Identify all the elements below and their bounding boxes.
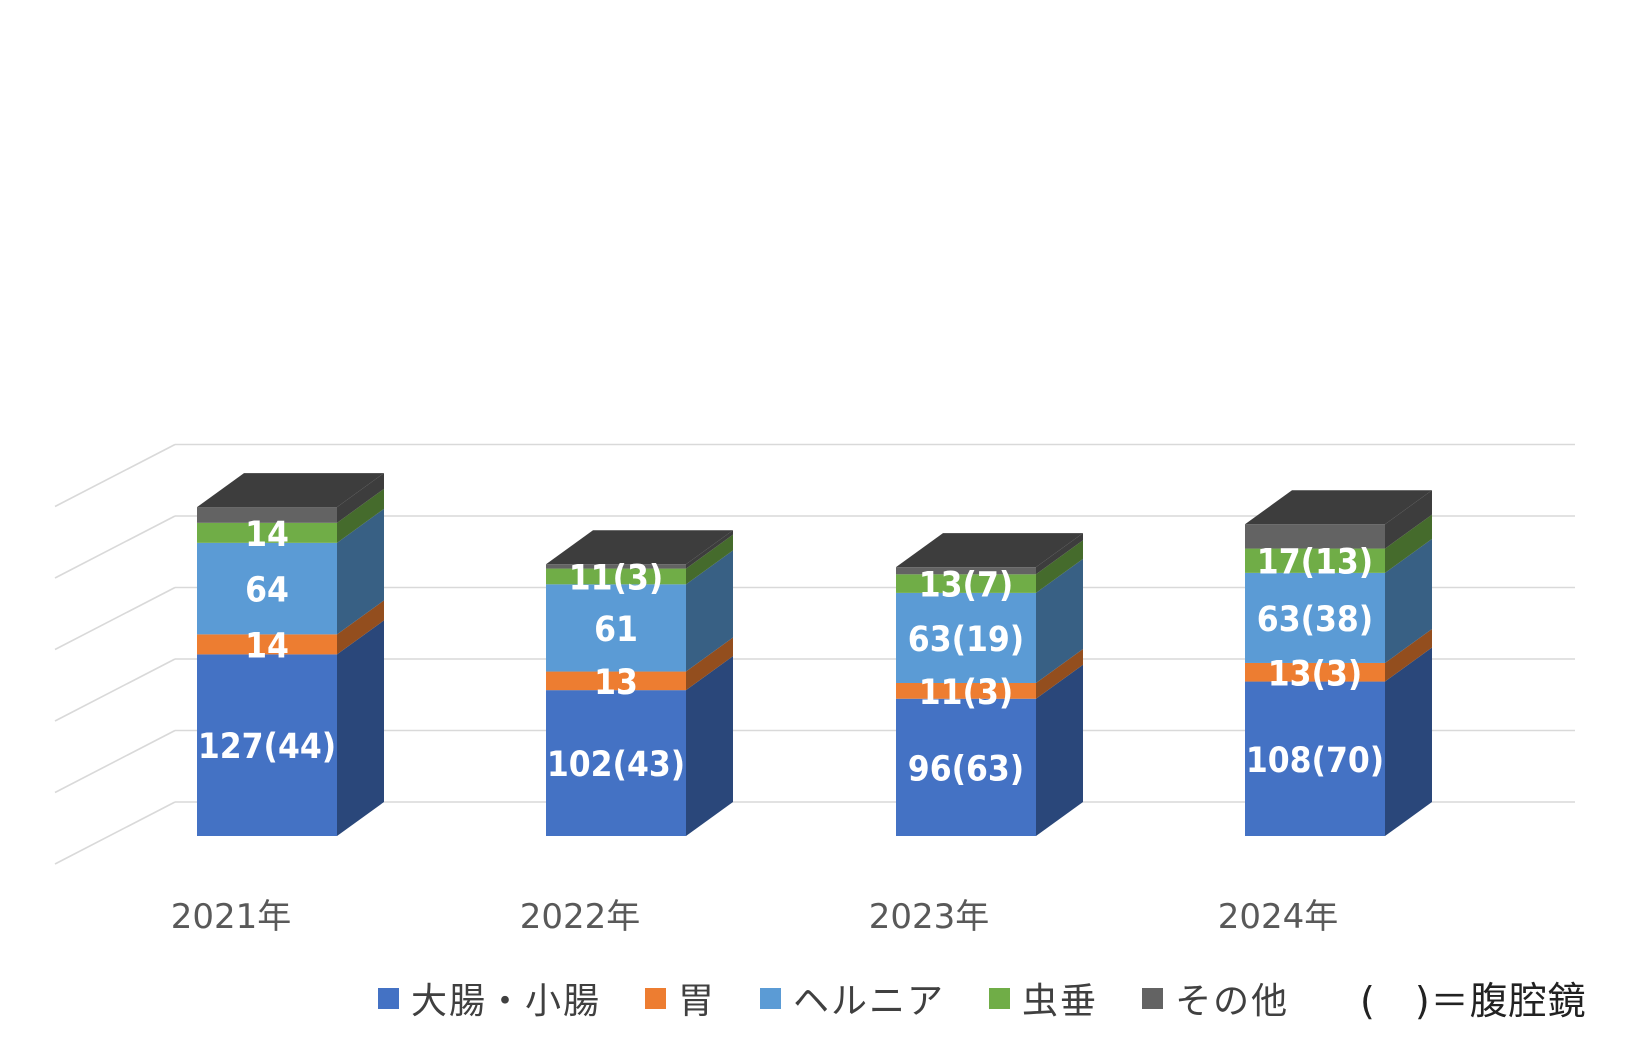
data-label: 13 (594, 663, 638, 703)
data-label: 17(13) (1257, 543, 1373, 583)
data-label: 11(3) (919, 673, 1014, 713)
data-label: 64 (245, 571, 289, 611)
legend-label: その他 (1175, 981, 1290, 1022)
data-label: 63(19) (908, 620, 1024, 660)
bar-segment (896, 592, 1036, 683)
gridline-side (54, 658, 176, 722)
chart-legend: 大腸・小腸 胃 ヘルニア 虫垂 その他 (378, 972, 1333, 1024)
bar-segment (546, 690, 686, 836)
legend-label: 虫垂 (1022, 981, 1099, 1022)
bar-segment-side (1036, 664, 1083, 836)
data-label: 61 (594, 610, 638, 650)
bar-segment (546, 671, 686, 691)
data-label: 14 (245, 626, 289, 666)
bar-segment-side (1385, 538, 1432, 663)
bar-segment (197, 542, 337, 635)
gridline-side (54, 515, 176, 579)
bar-segment (197, 654, 337, 836)
bar-top (546, 530, 733, 565)
bar-segment-side (686, 637, 733, 691)
bar-segment-side (1385, 628, 1432, 682)
gridline-side (54, 729, 176, 794)
bar-segment-side (686, 550, 733, 672)
bar-segment-side (1385, 490, 1432, 549)
category-label: 2022年 (520, 897, 641, 937)
legend-item-large-small-intestine: 大腸・小腸 (378, 972, 601, 1024)
bar-segment (546, 584, 686, 672)
gridline-side (54, 586, 176, 651)
data-label: 127(44) (198, 727, 336, 767)
legend-item-stomach: 胃 (645, 972, 716, 1024)
data-label: 63(38) (1257, 600, 1373, 640)
bar-segment (896, 682, 1036, 699)
data-label: 96(63) (908, 749, 1024, 789)
data-label: 108(70) (1246, 741, 1384, 781)
bar-segment-side (686, 534, 733, 585)
bar-segment (1245, 572, 1385, 663)
bar-segment-side (686, 656, 733, 836)
bar-segment (1245, 662, 1385, 682)
bar-segment (896, 567, 1036, 575)
bar-segment-side (337, 508, 384, 635)
legend-item-hernia: ヘルニア (760, 972, 945, 1024)
bar-segment (1245, 681, 1385, 836)
bar-segment (896, 574, 1036, 593)
bar-segment-side (1036, 558, 1083, 683)
legend-item-other: その他 (1142, 972, 1289, 1024)
legend-swatch (760, 987, 782, 1009)
laparoscopy-note: ( )＝腹腔鏡 (1360, 979, 1587, 1023)
bar-segment-side (337, 488, 384, 543)
legend-swatch (378, 987, 399, 1009)
bar-segment-side (1036, 648, 1083, 699)
bar-segment (546, 564, 686, 569)
category-label: 2023年 (869, 897, 990, 937)
bar-segment-side (1385, 647, 1432, 836)
bar-top (197, 473, 384, 508)
legend-item-appendix: 虫垂 (989, 972, 1098, 1024)
gridline-side (54, 443, 176, 508)
data-label: 14 (245, 515, 289, 555)
bar-segment-side (337, 620, 384, 836)
data-label: 102(43) (547, 745, 685, 785)
bar-segment-side (337, 473, 384, 523)
bar-segment (896, 698, 1036, 836)
legend-swatch (1142, 987, 1164, 1009)
legend-label: 大腸・小腸 (411, 981, 602, 1022)
data-label: 11(3) (569, 558, 664, 598)
category-label: 2021年 (171, 897, 292, 937)
bar-top (1245, 490, 1432, 525)
legend-swatch (645, 987, 667, 1009)
data-label: 13(3) (1268, 654, 1363, 694)
bar-segment-side (686, 530, 733, 569)
legend-label: ヘルニア (793, 981, 946, 1022)
gridline-side (54, 801, 176, 865)
bar-segment (1245, 524, 1385, 549)
bar-segment-side (1036, 533, 1083, 575)
legend-label: 胃 (678, 981, 717, 1022)
bar-segment (197, 634, 337, 655)
bar-segment-side (1036, 540, 1083, 593)
bar-segment (546, 568, 686, 585)
data-label: 13(7) (919, 566, 1014, 606)
bar-segment (197, 522, 337, 543)
bar-segment-side (337, 600, 384, 655)
bar-segment (197, 507, 337, 523)
bar-segment (1245, 548, 1385, 573)
bar-segment-side (1385, 514, 1432, 573)
category-label: 2024年 (1218, 897, 1339, 937)
bar-top (896, 533, 1083, 568)
legend-swatch (989, 987, 1011, 1009)
